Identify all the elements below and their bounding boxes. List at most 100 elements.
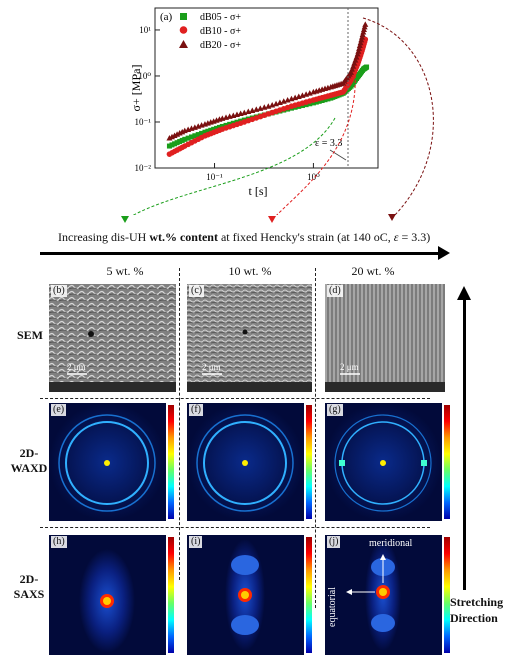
point-2-12-5 — [362, 21, 369, 27]
increase-arrow-head — [438, 246, 450, 260]
saxs-image-10wt: (i) — [187, 535, 304, 655]
point-0-0-3 — [174, 140, 180, 146]
row-label-waxd-line2: WAXD — [10, 461, 48, 475]
row-separator-2 — [40, 527, 430, 528]
x-tick-label-0: 10⁻¹ — [206, 172, 223, 182]
saxs-pattern-20wt — [325, 535, 442, 655]
row-label-waxd-line1: 2D- — [19, 446, 39, 460]
waxd-image-5wt: (e) — [49, 403, 166, 521]
saxs-colorbar-20wt — [444, 537, 450, 653]
point-2-11-1 — [355, 48, 362, 54]
panel-label-f: (f) — [189, 404, 203, 416]
chart-panel-label: (a) — [160, 11, 173, 23]
panel-label-d: (d) — [327, 285, 343, 297]
point-0-1-0 — [182, 136, 188, 142]
point-0-0-5 — [179, 137, 185, 143]
legend-marker-dB20 — [179, 40, 188, 48]
panel-label-g: (g) — [327, 404, 343, 416]
point-0-2-4 — [214, 125, 220, 131]
row-label-sem: SEM — [16, 328, 43, 342]
arrow-to-20wt — [362, 17, 434, 215]
point-2-11-2 — [356, 45, 363, 51]
point-0-2-1 — [205, 128, 211, 134]
panel-label-j: (j) — [327, 536, 341, 548]
series-2 — [166, 21, 369, 141]
legend-label-dB10: dB10 - σ+ — [200, 26, 241, 37]
scale-bar-b: 2 μm — [67, 362, 86, 372]
waxd-image-10wt: (f) — [187, 403, 304, 521]
waxd-colorbar-5wt — [168, 405, 174, 519]
chart-legend: dB05 - σ+ dB10 - σ+ dB20 - σ+ — [179, 12, 241, 51]
arrowhead-red — [268, 216, 276, 223]
saxs-image-5wt: (h) — [49, 535, 166, 655]
y-tick-label-3: 10¹ — [139, 25, 151, 35]
saxs-image-20wt: (j) meridional equatorial — [325, 535, 442, 655]
legend-label-dB20: dB20 - σ+ — [200, 40, 241, 51]
waxd-colorbar-10wt — [306, 405, 312, 519]
caption-suffix: at fixed Hencky's strain (at 140 — [217, 230, 374, 244]
point-2-11-5 — [358, 36, 365, 43]
y-tick-label-1: 10⁻¹ — [135, 117, 152, 127]
y-tick-label-2: 10⁰ — [138, 71, 151, 81]
caption-prefix: Increasing dis-UH — [58, 230, 150, 244]
caption: Increasing dis-UH wt.% content at fixed … — [58, 230, 430, 245]
point-0-1-5 — [199, 130, 205, 136]
point-2-11-0 — [354, 51, 361, 57]
panel-label-b: (b) — [51, 285, 67, 297]
sem-texture-5wt — [49, 284, 176, 392]
row-separator-1 — [40, 398, 430, 399]
column-separator-1 — [179, 268, 180, 580]
point-2-11-3 — [356, 42, 363, 49]
chart-xlabel: t [s] — [249, 184, 268, 198]
caption-eps: ε — [393, 230, 399, 244]
column-header-20wt: 20 wt. % — [351, 264, 395, 278]
saxs-pattern-5wt — [49, 535, 166, 655]
waxd-image-20wt: (g) — [325, 403, 442, 521]
point-2-11-4 — [357, 39, 364, 46]
sem-image-10wt: (c) 2 μm — [187, 284, 312, 392]
stretching-arrow-shaft — [463, 298, 466, 590]
legend-marker-dB05 — [180, 13, 187, 20]
point-0-7-0 — [310, 100, 316, 106]
point-0-7-2 — [316, 98, 322, 104]
legend-label-dB05: dB05 - σ+ — [200, 12, 241, 23]
point-0-12-5 — [364, 64, 370, 70]
point-0-1-2 — [188, 134, 194, 140]
point-0-2-5 — [216, 124, 222, 130]
increase-arrow-shaft — [40, 252, 440, 255]
point-0-0-1 — [169, 142, 175, 148]
scale-bar-d: 2 μm — [340, 362, 359, 372]
saxs-pattern-10wt — [187, 535, 304, 655]
point-2-10-5 — [353, 54, 360, 60]
x-tick-label-1: 10⁰ — [307, 172, 320, 182]
point-0-0-2 — [172, 141, 178, 147]
sem-texture-10wt — [187, 284, 312, 392]
meridional-label: meridional — [369, 538, 413, 549]
column-separator-2 — [315, 268, 316, 608]
stretching-label-line1: Stretching — [450, 595, 504, 609]
stretching-label: Stretching Direction — [450, 594, 520, 626]
arrow-to-10wt — [276, 69, 356, 215]
row-label-saxs-line2: SAXS — [13, 587, 45, 601]
arrow-to-5wt — [132, 117, 336, 215]
legend-marker-dB10 — [179, 26, 188, 34]
sem-image-5wt: (b) 2 μm — [49, 284, 176, 392]
scale-bar-c: 2 μm — [202, 362, 221, 372]
point-0-2-2 — [208, 127, 214, 133]
point-0-7-1 — [313, 99, 319, 105]
waxd-pattern-5wt — [49, 403, 166, 521]
arrowhead-darkred — [388, 214, 396, 221]
point-0-7-4 — [322, 97, 328, 103]
panel-label-c: (c) — [189, 285, 205, 297]
strain-annotation: ε = 3.3 — [315, 138, 342, 149]
point-0-1-1 — [185, 135, 191, 141]
column-header-5wt: 5 wt. % — [106, 264, 144, 278]
stress-chart: 10⁻¹ 10⁰ 10⁻² 10⁻¹ 10⁰ 10¹ ε = 3.3 (a) dB05 -… — [129, 7, 434, 215]
point-0-0-4 — [177, 139, 183, 145]
equatorial-label: equatorial — [327, 587, 338, 627]
point-0-2-3 — [211, 126, 217, 132]
point-2-10-1 — [349, 66, 356, 72]
point-2-10-0 — [348, 69, 355, 75]
point-0-0-0 — [166, 143, 172, 149]
point-2-10-2 — [350, 63, 357, 69]
